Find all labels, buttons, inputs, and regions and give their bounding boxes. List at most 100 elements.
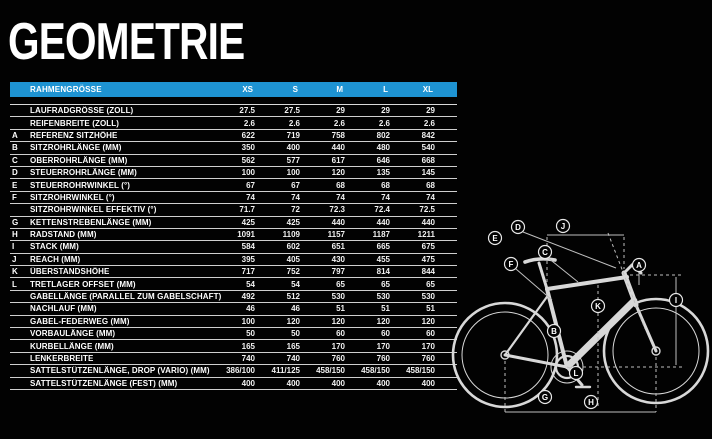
row-value: 646 xyxy=(376,155,390,165)
row-label: STEUERROHRWINKEL (°) xyxy=(30,180,131,190)
row-value: 458/150 xyxy=(316,366,345,376)
table-row: I STACK (MM) 584 602 651 665 675 xyxy=(10,241,457,254)
table-row: LENKERBREITE 740 740 760 760 760 xyxy=(10,353,457,366)
row-value: 752 xyxy=(286,267,300,277)
diagram-letter-labels: E D J C F A I K B L G H xyxy=(487,218,684,410)
row-label: STEUERROHRLÄNGE (MM) xyxy=(30,168,137,178)
table-row: C OBERROHRLÄNGE (MM) 562 577 617 646 668 xyxy=(10,155,457,167)
diagram-label-circle-j xyxy=(555,218,571,234)
diagram-label-circle-b xyxy=(546,323,562,339)
row-value: 400 xyxy=(286,378,300,388)
row-value: 46 xyxy=(246,304,255,314)
row-value: 740 xyxy=(286,354,300,363)
page-title: GEOMETRIE xyxy=(8,13,245,71)
row-value: 651 xyxy=(331,242,345,252)
row-value: 440 xyxy=(331,217,345,227)
row-value: 135 xyxy=(376,168,390,178)
row-value: 120 xyxy=(376,316,390,326)
row-label: STACK (MM) xyxy=(30,242,79,252)
row-label: REIFENBREITE (ZOLL) xyxy=(30,118,120,128)
table-row: A REFERENZ SITZHÖHE 622 719 758 802 842 xyxy=(10,130,457,143)
row-value: 622 xyxy=(241,130,255,140)
table-row: SATTELSTÜTZENLÄNGE, DROP (VARIO) (MM) 386… xyxy=(10,365,457,378)
diagram-label-circle-a xyxy=(631,257,647,273)
row-value: 2.6 xyxy=(378,118,390,128)
diagram-label-circle-k xyxy=(590,298,606,314)
row-value: 617 xyxy=(331,155,345,165)
row-value: 455 xyxy=(376,254,390,264)
row-value: 60 xyxy=(426,329,435,339)
row-value: 1211 xyxy=(417,230,435,240)
diagram-label-text-c: C xyxy=(542,248,548,257)
row-value: 440 xyxy=(376,217,390,227)
diagram-label-text-e: E xyxy=(492,234,498,243)
geometry-table: RAHMENGRÖSSE XS S M L XL LAUFRADGRÖSSE (ZOLL… xyxy=(10,82,457,390)
table-row: F SITZROHRWINKEL (°) 74 74 74 74 74 xyxy=(10,192,457,205)
row-value: 120 xyxy=(421,316,435,326)
row-value: 512 xyxy=(286,292,300,302)
row-value: 1091 xyxy=(237,230,255,240)
row-value: 51 xyxy=(336,304,345,314)
row-label: ÜBERSTANDSHÖHE xyxy=(30,267,110,277)
row-value: 50 xyxy=(291,329,300,339)
row-value: 802 xyxy=(376,130,390,140)
table-row: NACHLAUF (MM) 46 46 51 51 51 xyxy=(10,303,457,316)
diagram-label-circle-d xyxy=(510,219,526,235)
row-label: RADSTAND (MM) xyxy=(30,230,97,240)
row-value: 67 xyxy=(291,180,300,190)
row-value: 170 xyxy=(376,341,390,351)
row-value: 584 xyxy=(241,242,255,252)
row-value: 665 xyxy=(376,242,390,252)
row-value: 458/150 xyxy=(361,366,390,376)
diagram-label-circle-f xyxy=(503,256,519,272)
row-value: 27.5 xyxy=(239,106,255,116)
row-value: 458/150 xyxy=(406,366,435,376)
row-letter: E xyxy=(12,180,18,190)
row-value: 814 xyxy=(376,267,390,277)
row-value: 71.7 xyxy=(239,205,255,215)
row-value: 1157 xyxy=(327,230,345,240)
row-label: OBERROHRLÄNGE (MM) xyxy=(30,155,128,165)
row-value: 430 xyxy=(331,254,345,264)
row-value: 440 xyxy=(331,143,345,153)
size-header-s: S xyxy=(292,85,298,94)
row-value: 530 xyxy=(421,292,435,302)
row-value: 480 xyxy=(376,143,390,153)
row-value: 717 xyxy=(241,267,255,277)
table-row: GABELLÄNGE (PARALLEL ZUM GABELSCHAFT) 492… xyxy=(10,291,457,304)
table-header-row: RAHMENGRÖSSE XS S M L XL xyxy=(10,82,457,97)
size-header-xl: XL xyxy=(422,85,433,94)
row-value: 350 xyxy=(241,143,255,153)
table-row: SITZROHRWINKEL EFFEKTIV (°) 71.7 72 72.3 72.… xyxy=(10,204,457,217)
row-value: 411/125 xyxy=(271,366,300,376)
row-value: 170 xyxy=(331,341,345,351)
row-value: 67 xyxy=(246,180,255,190)
row-letter: I xyxy=(12,242,15,252)
row-value: 74 xyxy=(246,192,255,202)
row-label: KURBELLÄNGE (MM) xyxy=(30,341,114,351)
row-letter: A xyxy=(12,130,18,140)
row-value: 405 xyxy=(286,254,300,264)
table-row: D STEUERROHRLÄNGE (MM) 100 100 120 135 145 xyxy=(10,167,457,180)
row-value: 844 xyxy=(421,267,435,277)
row-value: 740 xyxy=(241,354,255,363)
frame-size-header: RAHMENGRÖSSE xyxy=(30,85,102,94)
row-value: 72 xyxy=(291,205,300,215)
row-value: 100 xyxy=(241,316,255,326)
size-header-l: L xyxy=(383,85,388,94)
row-value: 492 xyxy=(241,292,255,302)
row-value: 719 xyxy=(286,130,300,140)
row-value: 758 xyxy=(331,130,345,140)
row-letter: L xyxy=(12,279,17,289)
table-row: L TRETLAGER OFFSET (MM) 54 54 65 65 65 xyxy=(10,278,457,291)
table-row: GABEL-FEDERWEG (MM) 100 120 120 120 120 xyxy=(10,316,457,329)
row-value: 386/100 xyxy=(226,366,255,376)
row-value: 425 xyxy=(241,217,255,227)
table-row: B SITZROHRLÄNGE (MM) 350 400 440 480 540 xyxy=(10,142,457,155)
row-value: 475 xyxy=(421,254,435,264)
row-value: 2.6 xyxy=(288,118,300,128)
diagram-label-text-d: D xyxy=(515,223,521,232)
row-value: 72.4 xyxy=(374,205,390,215)
diagram-label-text-a: A xyxy=(636,261,642,270)
row-value: 2.6 xyxy=(423,118,435,128)
